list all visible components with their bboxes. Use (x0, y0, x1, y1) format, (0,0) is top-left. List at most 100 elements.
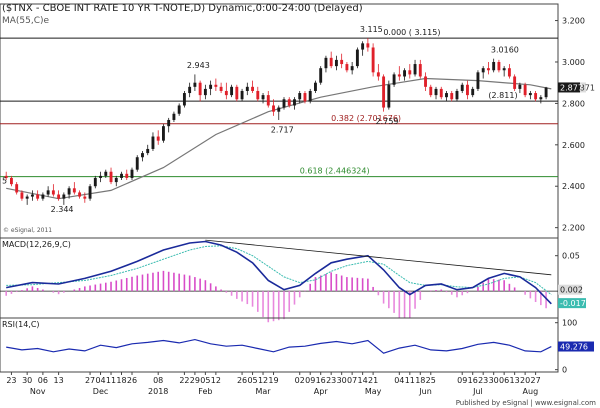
x-tick-label: 26 (237, 376, 247, 385)
candle-body (88, 186, 92, 199)
footer-credit: Published by eSignal | www.esignal.com (456, 399, 596, 407)
ma-value-label: 2.871 (572, 83, 595, 92)
candle-body (209, 84, 213, 89)
x-month-label: Nov (30, 387, 46, 396)
x-month-label: May (365, 387, 382, 396)
candle-body (51, 190, 55, 195)
candle-body (293, 99, 296, 106)
x-tick-label: 16 (468, 376, 478, 385)
candle-body (329, 57, 333, 67)
candle-body (455, 90, 459, 100)
candle-body (230, 86, 234, 96)
candle-body (528, 93, 532, 96)
price-annotation: 2.943 (187, 61, 210, 70)
candle-body (319, 68, 323, 83)
candle-body (476, 72, 480, 89)
candle-body (471, 88, 475, 96)
candle-body (235, 86, 239, 100)
x-tick-label: 27 (531, 376, 541, 385)
candle-body (256, 90, 260, 100)
x-tick-label: 12 (258, 376, 268, 385)
candle-body (460, 84, 464, 91)
x-tick-label: 26 (127, 376, 137, 385)
candle-body (424, 76, 427, 87)
candle-body (308, 90, 312, 102)
rsi-value-label: 49.276 (560, 343, 588, 352)
candle-body (182, 93, 186, 106)
price-annotation: 2.717 (271, 126, 294, 135)
x-tick-label: 04 (95, 376, 105, 385)
candle-body (403, 70, 407, 77)
x-month-label: Mar (255, 387, 271, 396)
x-tick-label: 12 (211, 376, 221, 385)
candle-body (382, 76, 386, 108)
x-tick-label: 27 (85, 376, 95, 385)
rsi-tick-label: 100 (562, 319, 577, 328)
candle-body (25, 196, 29, 199)
candle-body (177, 105, 181, 114)
x-tick-label: 18 (116, 376, 126, 385)
candle-body (502, 68, 506, 71)
candle-body (486, 68, 490, 71)
x-tick-label: 05 (247, 376, 257, 385)
candle-body (172, 113, 176, 120)
x-tick-label: 08 (153, 376, 163, 385)
candle-body (156, 136, 160, 141)
candle-body (387, 84, 391, 108)
x-tick-label: 09 (457, 376, 467, 385)
candle-body (287, 99, 291, 106)
fib-level-label: 0.618 (2.446324) (300, 167, 370, 176)
signal-value-badge (558, 298, 586, 309)
candle-body (340, 59, 344, 65)
x-tick-label: 06 (499, 376, 509, 385)
price-tick-label: 3.200 (562, 17, 585, 26)
candle-body (303, 93, 307, 102)
x-tick-label: 07 (347, 376, 357, 385)
x-tick-label: 29 (190, 376, 200, 385)
candle-body (507, 68, 511, 77)
candle-body (324, 57, 328, 69)
candle-body (366, 43, 370, 48)
x-tick-label: 30 (22, 376, 32, 385)
ma-indicator-label: MA(55,C)e (2, 16, 50, 26)
candle-body (408, 70, 412, 75)
x-month-label: Feb (198, 387, 212, 396)
x-month-label: Dec (93, 387, 108, 396)
candle-body (345, 64, 349, 71)
price-tick-label: 2.600 (562, 141, 585, 150)
candle-body (298, 93, 302, 100)
candle-body (272, 105, 275, 112)
macd-signal-line (6, 245, 552, 295)
candle-body (20, 192, 24, 199)
x-tick-label: 04 (394, 376, 404, 385)
x-tick-label: 25 (426, 376, 436, 385)
copyright-text: © eSignal, 2011 (3, 227, 52, 234)
candle-body (434, 88, 438, 96)
x-month-label: Aug (523, 387, 539, 396)
x-month-label: Jul (472, 387, 483, 396)
candle-body (445, 93, 448, 98)
candle-body (361, 43, 365, 50)
candle-body (114, 177, 118, 183)
chart-title: ($TNX - CBOE INT RATE 10 YR T-NOTE,D) Dy… (2, 3, 363, 14)
price-annotation: 2.759 (376, 117, 399, 126)
candle-body (188, 86, 192, 94)
candle-body (245, 86, 249, 91)
price-annotation: 3.115 (360, 25, 383, 34)
candle-body (198, 82, 202, 96)
x-month-label: Jun (418, 387, 432, 396)
last-price-label: 2.877 (560, 83, 583, 92)
candle-body (397, 74, 401, 77)
candle-body (146, 148, 150, 154)
price-tick-label: 3.000 (562, 58, 585, 67)
fib-level-label: 0.382 (2.701676) (331, 114, 401, 123)
x-tick-label: 30 (489, 376, 499, 385)
candle-body (57, 194, 61, 199)
rsi-panel: RSI(14,C) 100 0 49.276 (0, 317, 594, 375)
price-annotation: 3.0160 (491, 46, 519, 55)
candle-body (544, 87, 548, 98)
candle-body (224, 90, 228, 96)
x-tick-label: 23 (478, 376, 488, 385)
macd-label: MACD(12,26,9,C) (2, 240, 71, 249)
candle-body (251, 86, 254, 91)
